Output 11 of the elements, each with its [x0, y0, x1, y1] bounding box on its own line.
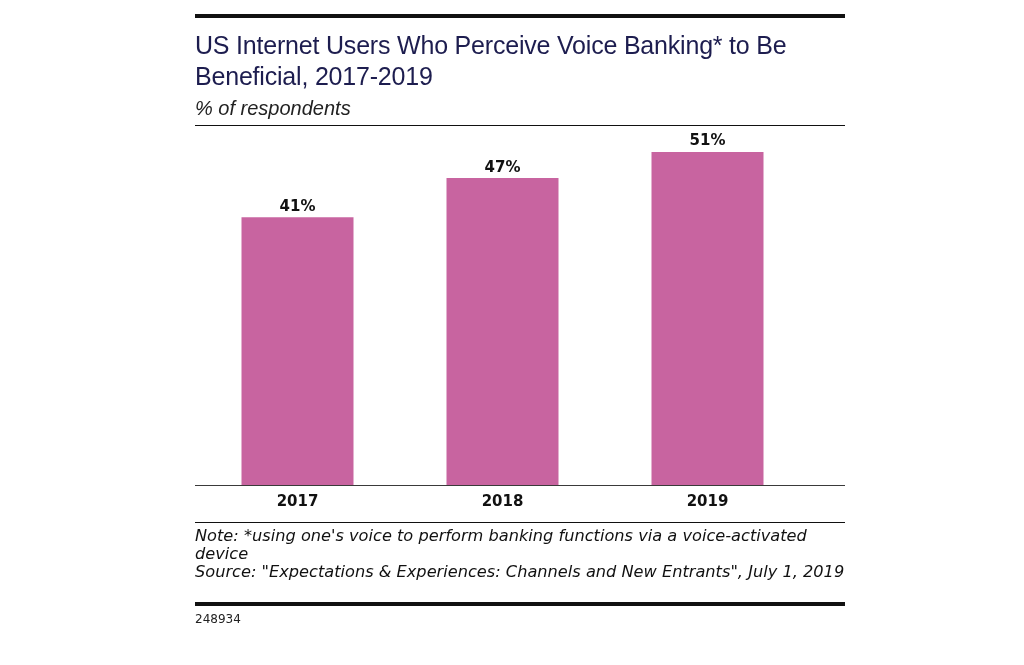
text: 248934	[195, 612, 241, 626]
source-note: Source: "Expectations & Experiences: Channels and New Entrants", July 1, 2019	[195, 562, 845, 581]
data-label: 41%	[279, 196, 316, 215]
chart-title: US Internet Users Who Perceive Voice Banking* to Be Beneficial, 2017-2019	[195, 30, 788, 92]
chart-subtitle: % of respondents	[195, 96, 352, 120]
x-tick-label: 2018	[481, 491, 524, 510]
data-label: 51%	[689, 131, 726, 150]
x-tick-label: 2017	[276, 491, 319, 510]
x-tick-label: 2019	[686, 491, 729, 510]
text: Note: *using one's voice to perform banking functions via a voice-activated device	[195, 526, 808, 563]
data-label: 47%	[484, 157, 521, 176]
